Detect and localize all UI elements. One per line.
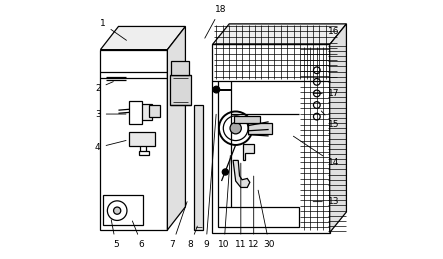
Text: 7: 7 [170,202,187,249]
Text: 2: 2 [95,82,113,93]
Polygon shape [243,144,254,160]
Text: 18: 18 [205,5,226,38]
Polygon shape [101,26,186,50]
Text: 13: 13 [313,197,339,206]
Polygon shape [167,26,186,230]
Text: 30: 30 [258,190,275,249]
Text: 12: 12 [248,176,260,249]
Text: 15: 15 [321,111,339,129]
Bar [103,195,143,225]
Text: 16: 16 [328,27,339,36]
Circle shape [213,86,220,93]
Bar [234,116,260,123]
Text: 11: 11 [235,163,247,249]
Bar [101,50,167,230]
Bar [139,151,149,155]
Bar [149,105,159,117]
Polygon shape [330,24,346,233]
Text: 14: 14 [293,136,339,168]
Bar [129,101,142,124]
Text: 1: 1 [100,19,127,40]
Circle shape [222,169,229,175]
Text: 5: 5 [111,220,119,249]
Text: 6: 6 [132,221,144,249]
Circle shape [230,123,241,134]
Bar [134,104,152,120]
Polygon shape [213,24,346,45]
Bar [171,61,189,75]
Text: 4: 4 [95,140,126,152]
Bar [194,105,203,230]
Bar [170,75,190,105]
Text: 10: 10 [218,155,230,249]
Bar [218,207,299,227]
Bar [129,132,155,146]
Polygon shape [233,160,250,188]
Text: 8: 8 [188,226,197,249]
Text: 17: 17 [313,89,339,98]
Bar [248,123,272,134]
Text: 3: 3 [95,110,126,119]
Bar [213,45,330,233]
Text: 9: 9 [203,114,216,249]
Circle shape [113,207,121,214]
